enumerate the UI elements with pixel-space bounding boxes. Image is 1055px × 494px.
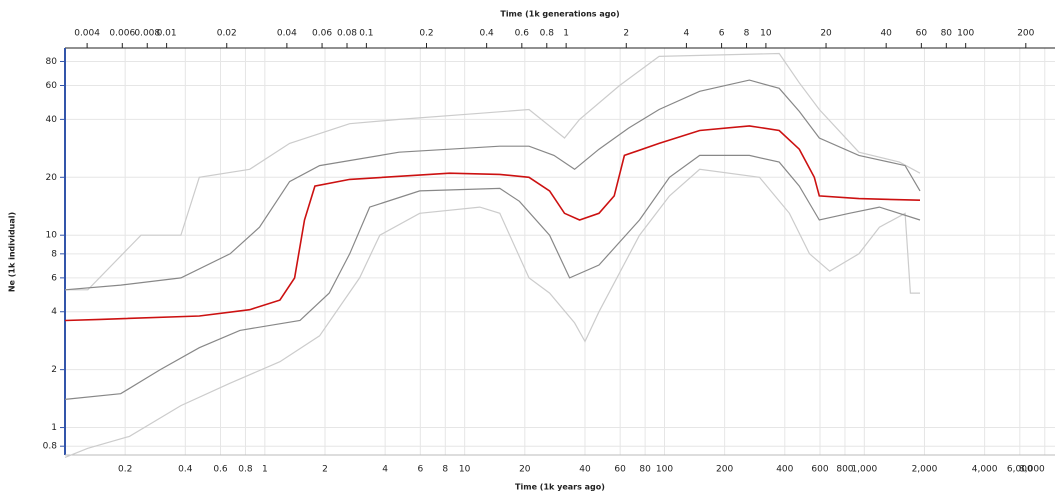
y-axis-title: Ne (1k individual): [8, 212, 17, 292]
series-line: [64, 79, 921, 291]
x2-tick-label: 0.6: [515, 29, 530, 39]
x-tick-label: 80: [639, 465, 651, 475]
y-tick-label: 20: [46, 173, 58, 183]
y-tick-label: 0.8: [43, 442, 58, 452]
x-tick-label: 100: [656, 465, 673, 475]
y-tick-label: 1: [51, 423, 57, 433]
x2-tick-label: 40: [880, 29, 892, 39]
x-tick-label: 2: [322, 465, 328, 475]
x2-tick-label: 1: [563, 29, 569, 39]
x2-tick-label: 60: [916, 29, 928, 39]
x-tick-label: 0.2: [118, 465, 132, 475]
x-tick-label: 1: [262, 465, 268, 475]
x2-tick-label: 10: [760, 29, 772, 39]
x-tick-label: 1,000: [851, 465, 877, 475]
x-tick-label: 0.4: [178, 465, 193, 475]
x2-tick-label: 0.4: [479, 29, 494, 39]
x-tick-label: 40: [579, 465, 591, 475]
x-tick-label: 10: [459, 465, 471, 475]
x2-tick-label: 200: [1017, 29, 1034, 39]
y-tick-label: 8: [51, 249, 57, 259]
x2-tick-label: 0.02: [217, 29, 237, 39]
series-line: [64, 154, 921, 400]
x2-tick-label: 2: [623, 29, 629, 39]
x-tick-label: 60: [614, 465, 626, 475]
y-tick-label: 40: [46, 115, 58, 125]
x2-tick-label: 0.004: [74, 29, 100, 39]
y-tick-label: 4: [51, 307, 57, 317]
y-tick-label: 10: [46, 231, 58, 241]
x-axis-title: Time (1k years ago): [515, 483, 605, 492]
x2-tick-label: 100: [957, 29, 974, 39]
x-tick-label: 20: [519, 465, 531, 475]
x-tick-label: 600: [811, 465, 828, 475]
x-tick-label: 8: [442, 465, 448, 475]
x2-tick-label: 0.006: [109, 29, 135, 39]
x2-tick-label: 20: [820, 29, 832, 39]
series-line: [65, 52, 921, 291]
x-tick-label: 0.8: [238, 465, 253, 475]
x2-tick-label: 0.01: [157, 29, 177, 39]
y-tick-label: 2: [51, 365, 57, 375]
x-tick-label: 6: [417, 465, 423, 475]
x2-tick-label: 0.08: [337, 29, 357, 39]
x-tick-label: 800: [836, 465, 853, 475]
x2-axis-title: Time (1k generations ago): [500, 10, 619, 19]
x2-tick-label: 0.8: [540, 29, 555, 39]
x-tick-label: 6,000: [1007, 465, 1033, 475]
x-tick-label: 8,000: [1019, 465, 1045, 475]
y-tick-label: 6: [51, 273, 57, 283]
series-line: [64, 125, 921, 322]
x2-tick-label: 4: [684, 29, 690, 39]
x2-tick-label: 80: [941, 29, 953, 39]
x2-tick-label: 0.06: [312, 29, 332, 39]
x-tick-label: 4: [382, 465, 388, 475]
x-tick-label: 2,000: [912, 465, 938, 475]
x2-tick-label: 6: [719, 29, 725, 39]
series-line: [64, 168, 920, 458]
y-tick-label: 60: [46, 81, 58, 91]
x-tick-label: 0.6: [213, 465, 228, 475]
x-tick-label: 4,000: [972, 465, 998, 475]
x-tick-label: 400: [776, 465, 793, 475]
x2-tick-label: 0.2: [419, 29, 433, 39]
y-tick-label: 80: [46, 57, 58, 67]
x2-tick-label: 0.1: [359, 29, 373, 39]
x2-tick-label: 8: [744, 29, 750, 39]
x2-tick-label: 0.04: [277, 29, 297, 39]
x-tick-label: 200: [716, 465, 733, 475]
x2-tick-label: 0.008: [134, 29, 160, 39]
